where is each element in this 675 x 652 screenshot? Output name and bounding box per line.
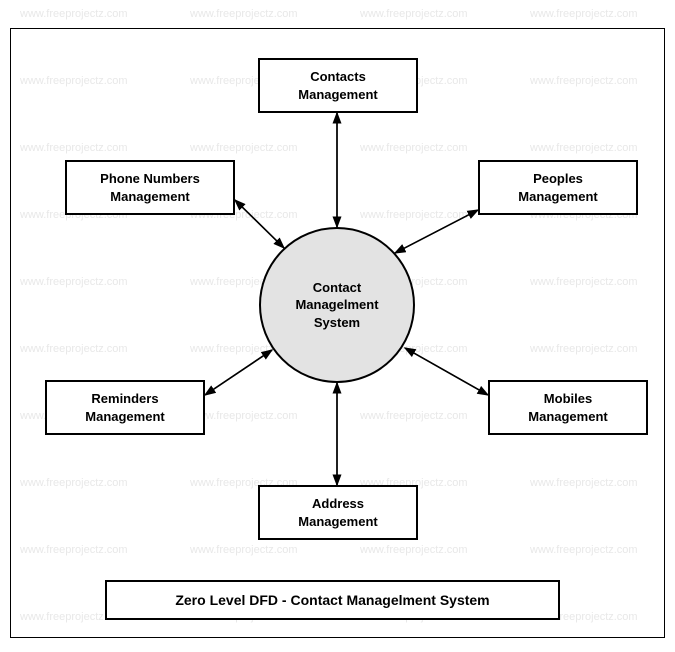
center-label: ContactManagelmentSystem	[295, 279, 378, 332]
entity-label: ContactsManagement	[298, 68, 377, 103]
entity-label: AddressManagement	[298, 495, 377, 530]
entity-address: AddressManagement	[258, 485, 418, 540]
center-process: ContactManagelmentSystem	[259, 227, 415, 383]
entity-label: RemindersManagement	[85, 390, 164, 425]
entity-peoples: PeoplesManagement	[478, 160, 638, 215]
entity-label: Phone NumbersManagement	[100, 170, 200, 205]
watermark-text: www.freeprojectz.com	[530, 8, 638, 20]
diagram-title: Zero Level DFD - Contact Managelment Sys…	[175, 592, 489, 608]
entity-phones: Phone NumbersManagement	[65, 160, 235, 215]
entity-label: PeoplesManagement	[518, 170, 597, 205]
entity-mobiles: MobilesManagement	[488, 380, 648, 435]
entity-label: MobilesManagement	[528, 390, 607, 425]
entity-reminders: RemindersManagement	[45, 380, 205, 435]
watermark-text: www.freeprojectz.com	[190, 8, 298, 20]
watermark-text: www.freeprojectz.com	[20, 8, 128, 20]
diagram-title-box: Zero Level DFD - Contact Managelment Sys…	[105, 580, 560, 620]
watermark-text: www.freeprojectz.com	[360, 8, 468, 20]
entity-contacts: ContactsManagement	[258, 58, 418, 113]
